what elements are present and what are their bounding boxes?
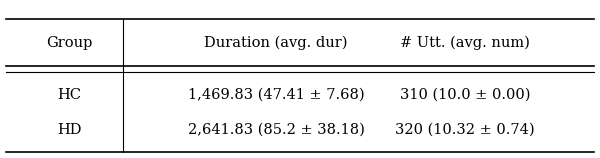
Text: 320 (10.32 ± 0.74): 320 (10.32 ± 0.74) bbox=[395, 123, 535, 137]
Text: 310 (10.0 ± 0.00): 310 (10.0 ± 0.00) bbox=[400, 88, 530, 102]
Text: Duration (avg. dur): Duration (avg. dur) bbox=[204, 35, 348, 50]
Text: 2,641.83 (85.2 ± 38.18): 2,641.83 (85.2 ± 38.18) bbox=[188, 123, 364, 137]
Text: HD: HD bbox=[57, 123, 81, 137]
Text: HC: HC bbox=[57, 88, 81, 102]
Text: # Utt. (avg. num): # Utt. (avg. num) bbox=[400, 35, 530, 50]
Text: 1,469.83 (47.41 ± 7.68): 1,469.83 (47.41 ± 7.68) bbox=[188, 88, 364, 102]
Text: Group: Group bbox=[46, 36, 92, 50]
